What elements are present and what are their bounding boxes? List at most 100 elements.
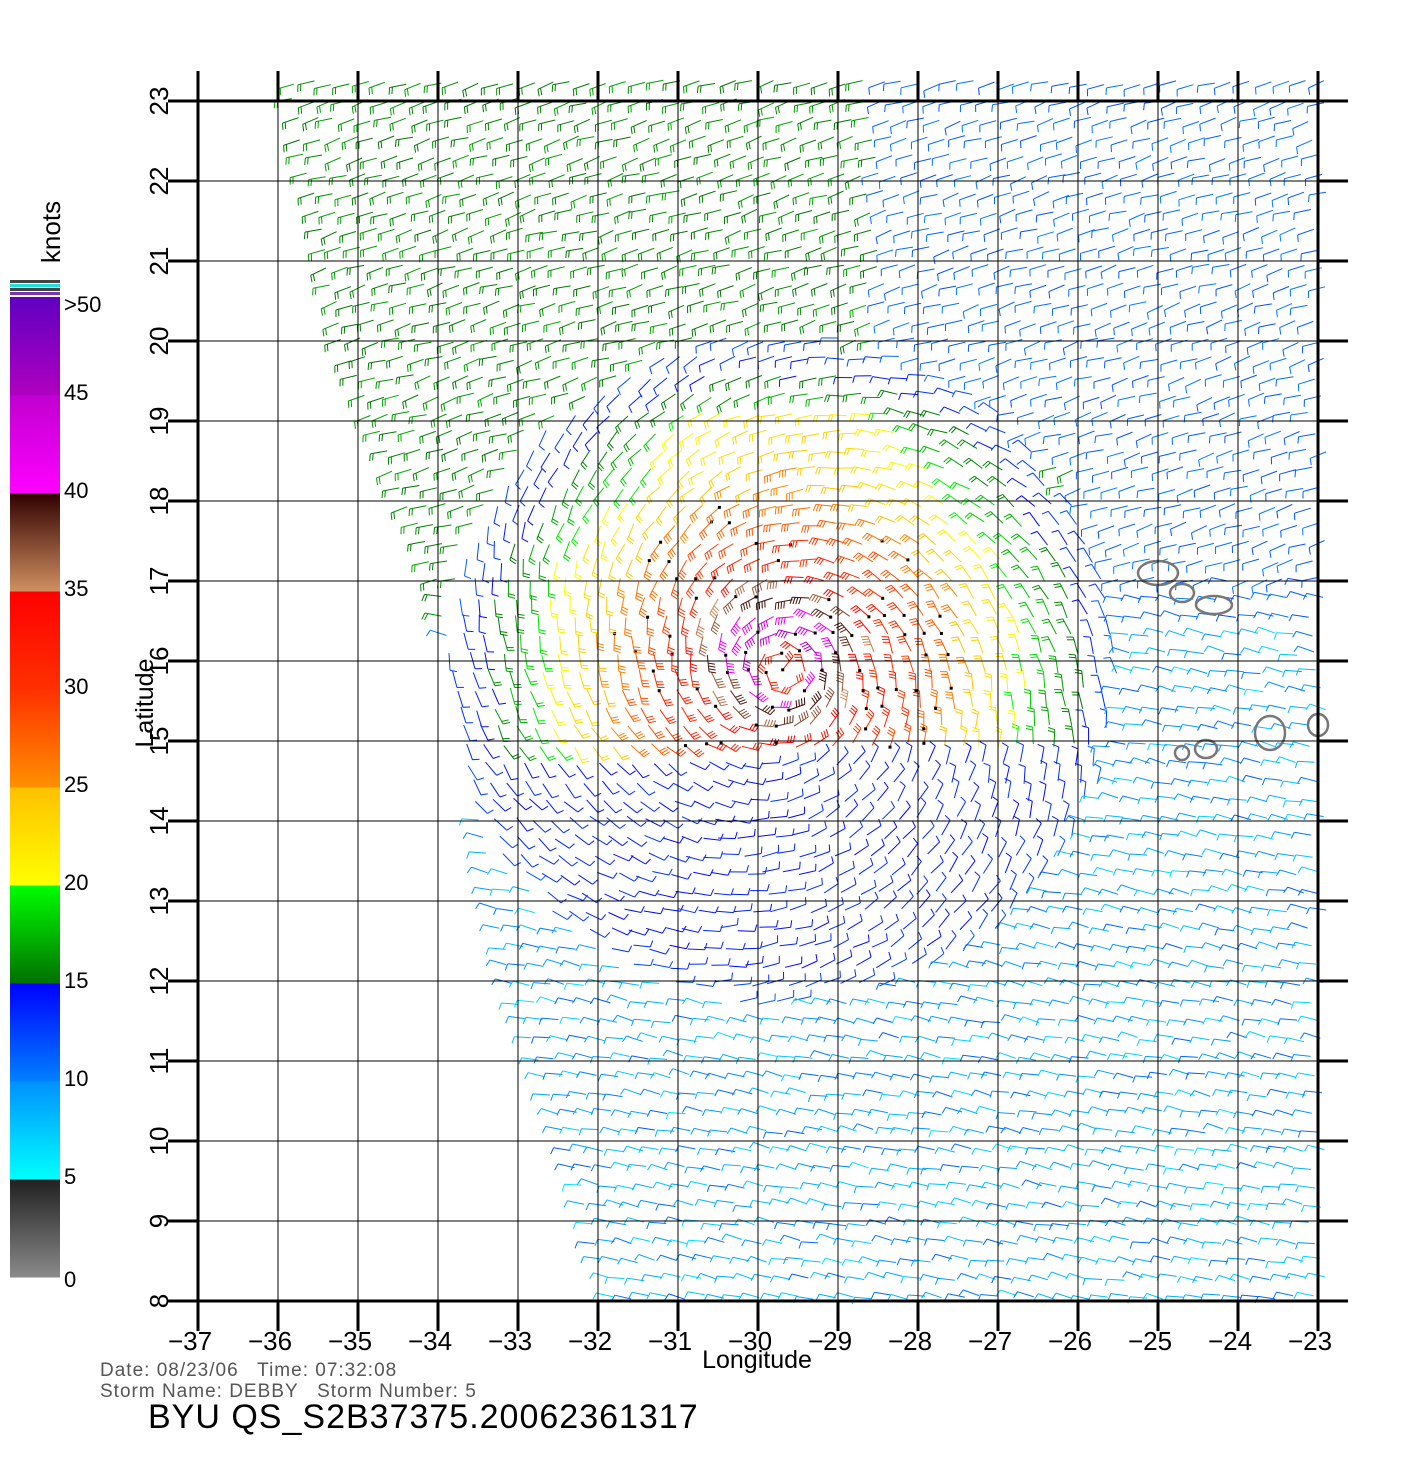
wind-barb xyxy=(912,480,934,488)
wind-barb xyxy=(757,414,776,425)
wind-barb xyxy=(1294,760,1315,769)
x-tick-label: −24 xyxy=(1208,1326,1252,1356)
wind-barb xyxy=(770,900,788,913)
wind-barb xyxy=(660,393,676,411)
wind-barb xyxy=(852,1123,874,1130)
wind-barb xyxy=(961,600,977,617)
wind-barb xyxy=(478,614,486,635)
wind-barb xyxy=(927,835,941,855)
wind-barb xyxy=(503,523,511,544)
wind-barb xyxy=(709,598,720,619)
wind-barb xyxy=(793,102,812,113)
wind-barb xyxy=(348,356,366,370)
wind-barb xyxy=(340,323,359,335)
wind-barb xyxy=(1055,618,1072,634)
wind-barb xyxy=(396,157,414,170)
wind-barb xyxy=(1053,117,1070,131)
wind-barb xyxy=(1086,192,1103,206)
wind-barb xyxy=(950,874,964,894)
wind-barb xyxy=(702,1109,723,1117)
wind-barb xyxy=(1026,887,1047,895)
wind-barb xyxy=(854,139,873,151)
wind-barb xyxy=(1109,117,1127,129)
wind-barb xyxy=(612,746,630,761)
wind-barb xyxy=(486,137,504,151)
wind-barb xyxy=(662,615,671,636)
wind-barb xyxy=(502,633,515,651)
wind-barb xyxy=(646,1221,667,1230)
wind-barb xyxy=(1057,962,1078,970)
wind-barb xyxy=(542,958,564,966)
wind-barb xyxy=(793,82,811,95)
wind-barb xyxy=(890,1238,911,1246)
wind-barb xyxy=(1201,1241,1222,1249)
wind-barb xyxy=(603,1036,624,1045)
wind-barb xyxy=(690,1127,711,1135)
wind-barb xyxy=(710,614,721,635)
wind-barb xyxy=(527,505,535,526)
rain-flag xyxy=(880,539,884,543)
wind-barb xyxy=(428,503,446,516)
wind-barb xyxy=(1153,1091,1174,1099)
rain-flag xyxy=(668,634,672,638)
wind-barb xyxy=(621,173,640,184)
wind-barb xyxy=(787,1035,809,1043)
wind-barb xyxy=(1218,503,1236,518)
wind-barb xyxy=(493,506,501,527)
wind-barb xyxy=(1196,829,1217,837)
wind-barb xyxy=(1036,1182,1057,1190)
wind-barb xyxy=(1297,888,1319,896)
wind-barb xyxy=(857,1256,879,1263)
wind-barb xyxy=(1210,337,1228,351)
wind-barb xyxy=(798,1241,819,1249)
wind-barb xyxy=(719,724,741,734)
wind-barb xyxy=(540,762,557,779)
wind-barb xyxy=(411,561,429,573)
wind-barb xyxy=(508,980,530,988)
wind-barb xyxy=(1059,546,1077,562)
wind-barb xyxy=(1159,544,1177,556)
wind-barb xyxy=(879,971,896,987)
wind-barb xyxy=(606,394,620,413)
wind-barb xyxy=(1245,247,1264,259)
wind-barb xyxy=(688,470,704,487)
wind-barb xyxy=(1196,542,1215,555)
wind-barb xyxy=(815,467,835,475)
wind-barb xyxy=(1104,721,1125,729)
wind-barb xyxy=(568,102,587,114)
wind-barb xyxy=(962,688,974,707)
wind-barb xyxy=(697,708,715,723)
wind-barb xyxy=(887,726,896,748)
wind-barb xyxy=(1285,1273,1306,1280)
wind-barb xyxy=(1136,523,1153,538)
wind-barb xyxy=(889,1127,911,1135)
wind-barb xyxy=(483,300,500,315)
wind-barb xyxy=(882,194,900,208)
wind-barb xyxy=(686,854,707,862)
wind-barb xyxy=(441,448,458,463)
wind-barb xyxy=(620,595,629,617)
wind-barb xyxy=(683,356,698,374)
wind-barb xyxy=(1153,1144,1174,1152)
wind-barb xyxy=(597,1256,619,1263)
wind-barb xyxy=(683,80,700,94)
wind-barb xyxy=(1132,375,1149,389)
wind-barb xyxy=(1025,797,1033,819)
wind-barb xyxy=(1149,1255,1171,1263)
wind-barb xyxy=(1214,1274,1236,1282)
wind-barb xyxy=(1010,564,1029,579)
wind-barb xyxy=(1170,978,1191,986)
rain-flag xyxy=(864,707,868,711)
rain-flag xyxy=(770,705,774,709)
wind-barb xyxy=(745,955,764,966)
wind-barb xyxy=(1025,1090,1046,1097)
wind-barb xyxy=(609,360,628,372)
wind-barb xyxy=(824,1272,845,1280)
wind-barb xyxy=(965,742,972,763)
storm-number-label: Storm Number: xyxy=(317,1381,459,1402)
wind-barb xyxy=(904,302,922,315)
wind-barb xyxy=(945,691,956,710)
wind-barb xyxy=(1035,1018,1056,1026)
wind-barb xyxy=(1257,415,1274,430)
wind-barb xyxy=(675,1145,696,1153)
